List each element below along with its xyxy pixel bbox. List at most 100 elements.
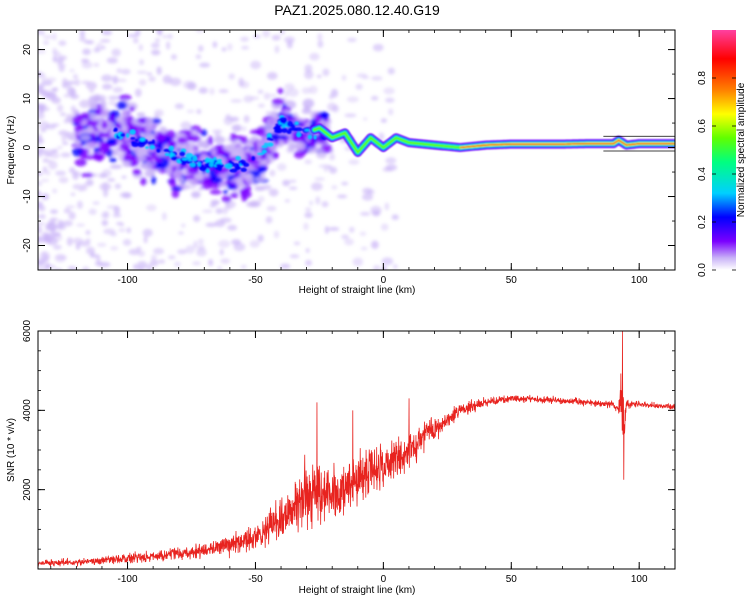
heatmap-cell bbox=[86, 81, 97, 90]
heatmap-cell bbox=[108, 95, 120, 100]
heatmap-cell bbox=[145, 117, 154, 127]
heatmap-cell bbox=[109, 164, 123, 169]
heatmap-cell bbox=[228, 73, 235, 80]
heatmap-cell bbox=[122, 238, 132, 246]
spectrogram-x-tick-label: 100 bbox=[631, 275, 648, 286]
heatmap-cell bbox=[218, 182, 227, 188]
heatmap-cell bbox=[246, 201, 259, 208]
heatmap-cell bbox=[42, 166, 47, 173]
heatmap-cell bbox=[133, 37, 139, 44]
heatmap-cell bbox=[240, 264, 247, 269]
heatmap-cell bbox=[263, 92, 271, 100]
heatmap-cell bbox=[56, 63, 67, 68]
heatmap-cell bbox=[161, 34, 169, 39]
heatmap-cell bbox=[149, 259, 159, 267]
heatmap-cell bbox=[314, 148, 323, 154]
heatmap-cell bbox=[92, 173, 98, 177]
chart-title: PAZ1.2025.080.12.40.G19 bbox=[274, 2, 440, 18]
heatmap-cell bbox=[329, 166, 338, 174]
heatmap-cell bbox=[249, 129, 262, 135]
heatmap-cell bbox=[48, 160, 58, 170]
heatmap-core bbox=[234, 166, 241, 171]
heatmap-cell bbox=[393, 264, 398, 269]
heatmap-cell bbox=[82, 40, 94, 44]
heatmap-cell bbox=[218, 89, 229, 93]
heatmap-cell bbox=[138, 44, 144, 51]
heatmap-cell bbox=[348, 159, 360, 165]
heatmap-core bbox=[280, 119, 287, 124]
heatmap-cell bbox=[135, 125, 145, 131]
heatmap-cell bbox=[254, 185, 266, 192]
heatmap-cell bbox=[88, 95, 99, 106]
heatmap-cell bbox=[304, 159, 312, 165]
heatmap-core bbox=[151, 139, 155, 145]
heatmap-cell bbox=[373, 265, 381, 270]
heatmap-cell bbox=[385, 157, 397, 164]
heatmap-cell bbox=[79, 99, 91, 109]
heatmap-cell bbox=[282, 179, 291, 187]
heatmap-cell bbox=[63, 94, 71, 98]
heatmap-cell bbox=[284, 117, 297, 122]
heatmap-core bbox=[209, 161, 214, 168]
heatmap-cell bbox=[230, 132, 237, 142]
heatmap-cell bbox=[257, 165, 267, 173]
heatmap-cell bbox=[79, 30, 86, 39]
heatmap-cell bbox=[101, 45, 106, 50]
heatmap-core bbox=[189, 162, 196, 168]
heatmap-cell bbox=[101, 219, 109, 226]
heatmap-cell bbox=[276, 163, 287, 171]
heatmap-cell bbox=[187, 147, 197, 155]
heatmap-cell bbox=[150, 42, 160, 49]
heatmap-cell bbox=[288, 179, 297, 183]
heatmap-cell bbox=[66, 237, 73, 246]
heatmap-cell bbox=[314, 114, 322, 124]
heatmap-cell bbox=[198, 187, 203, 191]
heatmap-core bbox=[130, 136, 136, 140]
heatmap-cell bbox=[86, 120, 99, 127]
heatmap-cell bbox=[154, 163, 168, 170]
heatmap-cell bbox=[391, 214, 399, 220]
heatmap-cell bbox=[138, 155, 147, 162]
spectrogram-x-tick-label: 50 bbox=[506, 275, 518, 286]
heatmap-cell bbox=[236, 178, 244, 188]
heatmap-cell bbox=[184, 178, 195, 183]
heatmap-cell bbox=[81, 61, 93, 69]
heatmap-cell bbox=[83, 154, 95, 160]
heatmap-cell bbox=[328, 226, 340, 231]
spectrogram-ridge-peak bbox=[460, 139, 675, 149]
heatmap-cell bbox=[209, 87, 215, 96]
heatmap-cell bbox=[121, 175, 127, 179]
heatmap-cell bbox=[384, 202, 390, 211]
heatmap-cell bbox=[56, 104, 64, 113]
heatmap-core bbox=[266, 142, 274, 147]
heatmap-cell bbox=[309, 200, 314, 206]
heatmap-core bbox=[274, 128, 281, 133]
heatmap-cell bbox=[143, 235, 148, 244]
heatmap-cell bbox=[249, 240, 260, 248]
heatmap-cell bbox=[98, 147, 110, 154]
heatmap-cell bbox=[62, 220, 73, 227]
heatmap-cell bbox=[161, 212, 167, 221]
heatmap-cell bbox=[277, 87, 284, 94]
heatmap-cell bbox=[96, 242, 107, 247]
heatmap-core bbox=[281, 123, 286, 129]
heatmap-cell bbox=[67, 266, 77, 270]
spectrogram-xlabel: Height of straight line (km) bbox=[299, 285, 416, 296]
snr-ticks: -100 -50 0 50 100 2000 4000 6000 bbox=[22, 319, 675, 585]
snr-y-tick-label: 6000 bbox=[22, 319, 33, 342]
heatmap-cell bbox=[388, 108, 394, 116]
heatmap-cell bbox=[144, 169, 155, 178]
heatmap-cell bbox=[150, 175, 157, 185]
heatmap-cell bbox=[336, 194, 348, 199]
heatmap-cell bbox=[270, 93, 277, 97]
heatmap-cell bbox=[154, 156, 163, 163]
heatmap-cell bbox=[136, 70, 148, 74]
heatmap-cell bbox=[274, 45, 280, 54]
heatmap-cell bbox=[58, 130, 69, 136]
heatmap-cell bbox=[98, 141, 108, 150]
heatmap-cell bbox=[52, 55, 58, 63]
heatmap-cell bbox=[254, 176, 267, 182]
snr-panel: -100 -50 0 50 100 2000 4000 6000 Height of stra… bbox=[6, 319, 676, 596]
heatmap-cell bbox=[215, 207, 223, 214]
heatmap-cell bbox=[273, 230, 280, 239]
